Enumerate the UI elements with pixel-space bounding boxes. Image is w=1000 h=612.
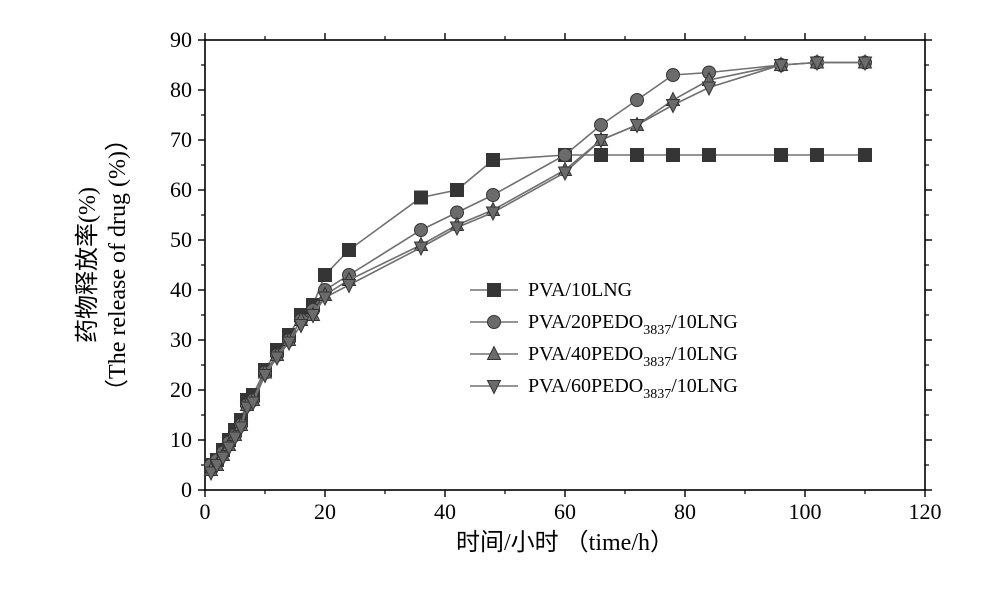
x-tick-label: 0 — [200, 499, 211, 524]
square-marker-icon — [595, 149, 608, 162]
legend-label: PVA/10LNG — [528, 279, 632, 301]
chart-svg: 0 20 40 60 80 100 120 0 10 20 30 40 50 60 70 80 90 时间/小时 … — [0, 0, 1000, 612]
circle-marker-icon — [595, 119, 608, 132]
x-tick-label: 60 — [554, 499, 576, 524]
y-tick-label: 80 — [170, 77, 192, 102]
chart-container: 0 20 40 60 80 100 120 0 10 20 30 40 50 60 70 80 90 时间/小时 … — [0, 0, 1000, 612]
circle-marker-icon — [631, 94, 644, 107]
square-marker-icon — [811, 149, 824, 162]
x-axis-label: 时间/小时 （time/h） — [456, 529, 674, 556]
y-tick-label: 20 — [170, 377, 192, 402]
x-tick-label: 40 — [434, 499, 456, 524]
square-marker-icon — [859, 149, 872, 162]
square-marker-icon — [415, 191, 428, 204]
y-tick-label: 90 — [170, 27, 192, 52]
circle-marker-icon — [415, 224, 428, 237]
y-tick-label: 10 — [170, 427, 192, 452]
square-marker-icon — [667, 149, 680, 162]
y-tick-label: 40 — [170, 277, 192, 302]
x-tick-label: 80 — [674, 499, 696, 524]
square-marker-icon — [703, 149, 716, 162]
x-tick-label: 100 — [789, 499, 822, 524]
circle-marker-icon — [667, 69, 680, 82]
x-tick-label: 20 — [314, 499, 336, 524]
circle-marker-icon — [488, 316, 501, 329]
square-marker-icon — [487, 154, 500, 167]
circle-marker-icon — [559, 149, 572, 162]
circle-marker-icon — [487, 189, 500, 202]
y-tick-label: 70 — [170, 127, 192, 152]
square-marker-icon — [343, 244, 356, 257]
y-tick-label: 60 — [170, 177, 192, 202]
y-axis-label-cn: 药物释放率(%) — [74, 187, 101, 343]
y-tick-label: 50 — [170, 227, 192, 252]
square-marker-icon — [775, 149, 788, 162]
x-tick-label: 120 — [909, 499, 942, 524]
square-marker-icon — [631, 149, 644, 162]
y-tick-label: 0 — [181, 477, 192, 502]
square-marker-icon — [488, 284, 501, 297]
y-tick-label: 30 — [170, 327, 192, 352]
square-marker-icon — [319, 269, 332, 282]
square-marker-icon — [451, 184, 464, 197]
y-axis-label-en: （The release of drug (%)） — [105, 127, 131, 403]
